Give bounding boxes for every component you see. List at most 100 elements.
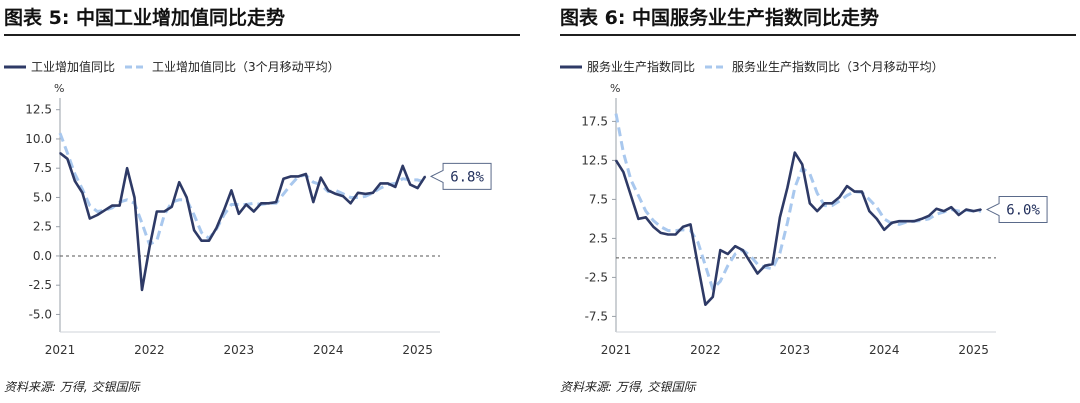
legend: 服务业生产指数同比 服务业生产指数同比（3个月移动平均） [560,59,944,74]
data-point [704,303,707,306]
y-tick-label: 12.5 [581,153,608,167]
callout-box [985,196,1048,224]
data-point [764,264,766,267]
data-point [928,214,930,217]
y-tick-label: 2.5 [589,231,608,245]
data-point [290,175,292,178]
data-point [275,201,277,203]
chart-panel-industrial: 图表 5: 中国工业增加值同比走势 工业增加值同比 工业增加值同比（3个月移动平均… [0,0,522,403]
data-point [734,245,736,247]
data-point [779,216,781,219]
data-point [342,195,344,198]
data-point [327,189,330,192]
data-point [96,214,99,216]
data-point [965,208,968,211]
data-point [644,216,647,219]
data-point [111,204,113,207]
data-point [801,163,804,166]
series-line-yoy [614,151,982,307]
data-point [320,176,322,179]
data-point [126,167,128,169]
legend: 工业增加值同比 工业增加值同比（3个月移动平均） [4,59,340,74]
x-tick-label: 2022 [134,343,165,357]
data-point [59,152,61,154]
callout-box [429,162,492,190]
data-point [950,206,953,208]
data-point [74,180,76,182]
data-point [794,151,796,154]
chart-services-svg: 服务业生产指数同比 服务业生产指数同比（3个月移动平均）% 17.5 12.5 7.5 2… [560,59,1048,357]
data-point [741,249,744,251]
data-point [349,202,352,205]
data-point [615,159,617,162]
data-point [215,227,218,229]
data-point [238,213,240,215]
data-point [808,202,811,205]
data-point [816,210,818,212]
y-tick-label: -2.5 [29,278,52,292]
data-point [267,202,270,205]
data-point [118,204,121,207]
x-tick-label: 2024 [869,343,900,357]
latest-value-callout: 6.8% [429,162,492,190]
data-point [719,249,722,251]
data-point [88,217,91,220]
data-point [252,210,255,213]
callout-value: 6.0% [1006,203,1040,219]
data-point [208,239,210,242]
data-point [659,232,662,234]
data-point [756,272,759,275]
legend-label: 服务业生产指数同比（3个月移动平均） [732,59,944,74]
latest-value-callout: 6.0% [985,196,1048,224]
data-point [193,229,195,232]
y-tick-label: -5.0 [29,307,52,321]
legend-label: 工业增加值同比（3个月移动平均） [152,59,340,74]
data-point [890,222,893,224]
data-point [312,201,315,203]
data-point [905,220,908,223]
data-point [133,196,136,199]
callout-value: 6.8% [450,169,484,185]
chart-source: 资料来源: 万得, 交银国际 [560,380,696,394]
data-point [786,186,789,189]
y-tick-label: 10.0 [25,132,52,146]
legend-label: 工业增加值同比 [31,59,115,74]
data-point [622,171,625,173]
data-point [972,210,975,212]
data-point [630,194,632,197]
data-point [245,203,248,206]
x-tick-label: 2024 [313,343,344,357]
y-axis-unit: % [54,82,64,95]
series-line-moving-average [58,132,426,246]
data-point [823,202,826,205]
x-tick-label: 2023 [780,343,811,357]
data-point [297,175,300,178]
data-point [831,202,833,205]
data-point [749,261,751,263]
y-tick-label: 7.5 [589,192,608,206]
x-tick-label: 2023 [224,343,255,357]
data-point [689,223,692,226]
data-point [334,193,337,195]
data-point [305,173,307,175]
data-point [141,289,143,291]
data-point [898,220,900,223]
data-point [282,177,285,180]
data-point [920,218,923,220]
data-point [876,218,878,220]
data-point [260,202,262,205]
chart-source: 资料来源: 万得, 交银国际 [4,380,140,394]
y-tick-label: 7.5 [33,161,52,175]
y-tick-label: -2.5 [585,270,608,284]
data-point [980,208,982,211]
data-point [379,182,382,185]
data-point [838,196,841,198]
y-tick-label: 2.5 [33,220,52,234]
legend-label: 服务业生产指数同比 [587,59,695,74]
data-point [230,189,233,192]
chart-industrial-svg: 工业增加值同比 工业增加值同比（3个月移动平均）%12.5 10.0 7.5 5.0 2.… [4,59,492,357]
y-tick-label: 12.5 [25,103,52,117]
data-point [957,214,960,216]
y-tick-label: 17.5 [581,114,608,128]
y-tick-label: 5.0 [33,190,52,204]
